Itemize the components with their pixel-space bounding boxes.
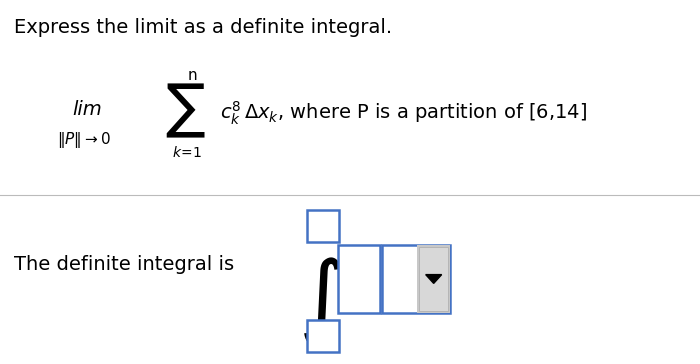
Bar [307,210,339,242]
Bar [382,245,450,313]
Bar [419,247,448,311]
Text: n: n [187,68,197,83]
Text: lim: lim [72,100,102,119]
Text: $\int$: $\int$ [298,255,342,347]
Bar [307,320,339,352]
Text: $\sum$: $\sum$ [164,82,205,140]
Bar [417,245,450,313]
Text: $c_k^8\,\Delta x_k$, where P is a partition of [6,14]: $c_k^8\,\Delta x_k$, where P is a partit… [220,100,587,127]
Text: $\Vert P\Vert\rightarrow 0$: $\Vert P\Vert\rightarrow 0$ [57,130,111,150]
Text: The definite integral is: The definite integral is [14,256,234,274]
Polygon shape [426,274,442,284]
Bar [338,245,380,313]
Text: Express the limit as a definite integral.: Express the limit as a definite integral… [14,18,392,37]
Text: $k\!=\!1$: $k\!=\!1$ [172,145,202,160]
